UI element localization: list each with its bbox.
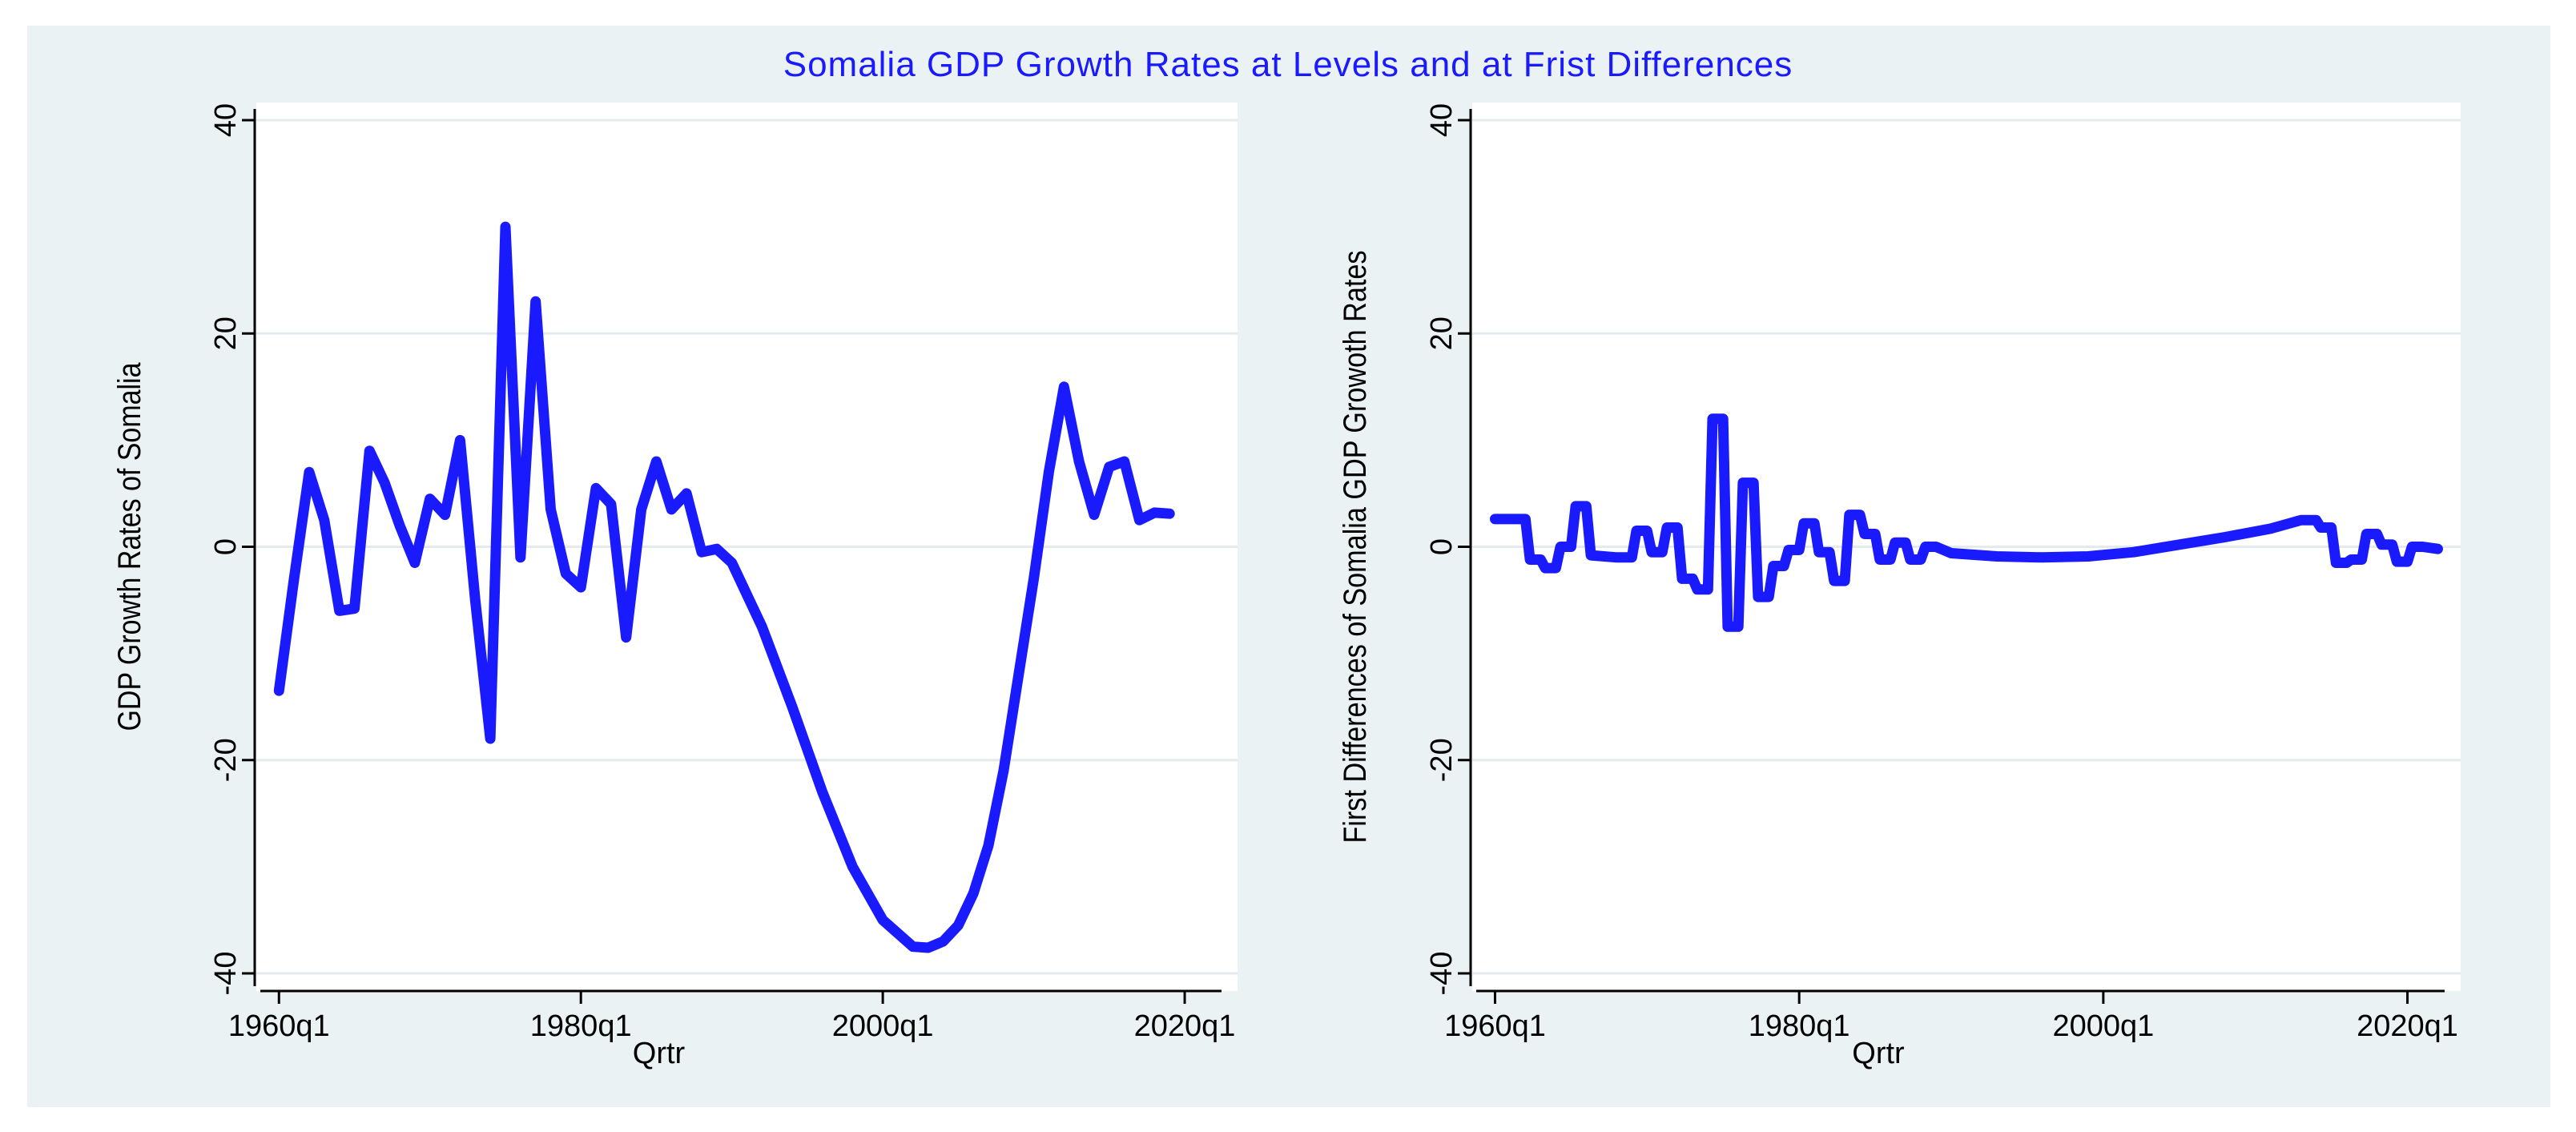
- x-tick-label: 2000q1: [2052, 1009, 2154, 1043]
- x-tick-label: 1960q1: [1444, 1009, 1546, 1043]
- y-axis-title: GDP Growth Rates of Somalia: [112, 362, 147, 731]
- x-tick-label: 1980q1: [530, 1009, 632, 1043]
- y-tick-label: -40: [209, 952, 243, 996]
- series-line: [1490, 413, 2443, 632]
- y-tick-label: 20: [1425, 316, 1459, 350]
- x-tick-label: 2000q1: [832, 1009, 934, 1043]
- y-tick-label: 40: [209, 103, 243, 137]
- levels-chart: -40 -20 0 20 40 1960q1 1980q1 2000q1 2020q1 Qrtr G…: [112, 103, 1238, 1070]
- x-axis-title: Qrtr: [633, 1037, 686, 1070]
- chart-title: Somalia GDP Growth Rates at Levels and a…: [783, 45, 1793, 84]
- series-line: [273, 221, 1175, 953]
- y-tick-label: 0: [209, 538, 243, 555]
- x-tick-label: 2020q1: [2357, 1009, 2458, 1043]
- y-tick-label: 20: [209, 316, 243, 350]
- x-tick-label: 2020q1: [1134, 1009, 1236, 1043]
- y-tick-label: -20: [209, 738, 243, 782]
- y-tick-label: -40: [1425, 952, 1459, 996]
- y-tick-label: 40: [1425, 103, 1459, 137]
- first-differences-chart: -40 -20 0 20 40 1960q1 1980q1 2000q1 2020q1 Qrtr F…: [1338, 103, 2461, 1070]
- y-axis-title: First Differences of Somalia GDP Growoth…: [1338, 251, 1373, 844]
- x-axis-title: Qrtr: [1852, 1037, 1905, 1070]
- x-tick-label: 1960q1: [228, 1009, 330, 1043]
- y-tick-label: 0: [1425, 538, 1459, 555]
- x-tick-label: 1980q1: [1749, 1009, 1850, 1043]
- y-tick-label: -20: [1425, 738, 1459, 782]
